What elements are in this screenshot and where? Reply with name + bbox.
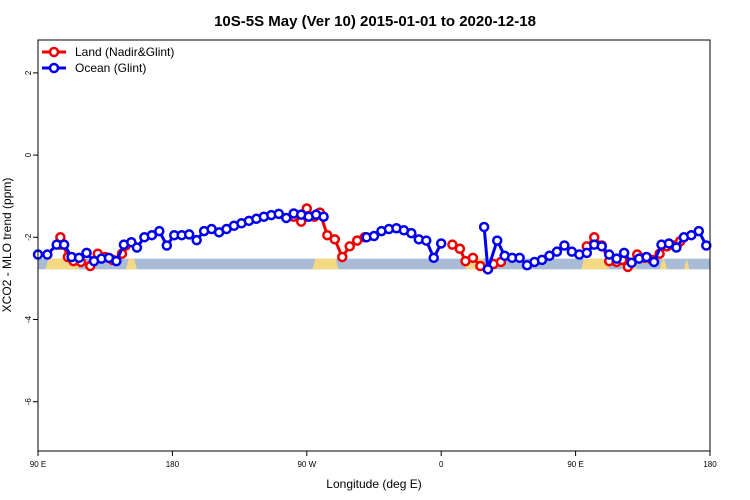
- ocean-point-2-19: [618, 247, 630, 259]
- land-point-2-0: [447, 239, 458, 250]
- ocean-point-0-21: [191, 234, 202, 246]
- x-axis-label: Longitude (deg E): [326, 477, 421, 491]
- ocean-point-0-33: [281, 212, 292, 224]
- y-tick-label-1: 0: [24, 152, 33, 157]
- ocean-point-1-9: [428, 252, 439, 264]
- legend-marker-land: [48, 46, 60, 58]
- ocean-point-0-32: [273, 208, 285, 220]
- legend-entry-land: Land (Nadir&Glint): [42, 45, 174, 59]
- ocean-point-2-1: [482, 264, 494, 275]
- ocean-point-2-26: [671, 242, 682, 253]
- ocean-point-0-1: [42, 249, 53, 260]
- y-tick-label-4: -6: [24, 398, 33, 406]
- land-point-2-1: [454, 243, 466, 255]
- ocean-point-0-38: [318, 211, 329, 222]
- legend-entry-ocean: Ocean (Glint): [42, 61, 146, 75]
- y-tick-label-0: 2: [24, 70, 33, 75]
- ocean-point-1-1: [368, 230, 380, 242]
- x-tick-label-1: 180: [166, 460, 180, 469]
- series-layer: [32, 203, 712, 275]
- legend-label-ocean: Ocean (Glint): [75, 61, 146, 75]
- ocean-point-2-22: [641, 251, 652, 263]
- chart-title: 10S-5S May (Ver 10) 2015-01-01 to 2020-1…: [214, 13, 536, 30]
- ocean-point-2-30: [701, 240, 712, 251]
- ocean-point-0-5: [73, 252, 85, 264]
- land-point-1-7: [337, 251, 348, 263]
- ocean-point-1-10: [435, 238, 447, 249]
- land-band-segment-7: [683, 258, 690, 270]
- ocean-point-2-28: [686, 229, 697, 241]
- x-axis: 90 E 180 90 W 0 90 E 180: [30, 451, 717, 469]
- land-band-segment-2: [312, 258, 339, 270]
- x-tick-label-2: 90 W: [297, 460, 316, 469]
- ocean-point-0-16: [154, 225, 165, 237]
- ocean-point-0-15: [146, 229, 158, 241]
- ocean-point-0-13: [131, 242, 143, 253]
- land-point-1-6: [329, 234, 341, 245]
- y-tick-label-2: -2: [24, 233, 33, 241]
- ocean-point-2-2: [491, 235, 503, 246]
- ocean-point-2-20: [626, 257, 637, 269]
- land-point-1-8: [344, 241, 355, 252]
- y-tick-label-3: -4: [24, 315, 33, 323]
- land-band-segment-4: [581, 258, 610, 270]
- ocean-point-1-8: [421, 235, 432, 246]
- x-tick-label-5: 180: [703, 460, 717, 469]
- ocean-point-2-11: [559, 240, 570, 251]
- ocean-point-2-8: [536, 254, 548, 266]
- ocean-point-2-0: [478, 221, 490, 233]
- land-point-2-3: [467, 252, 479, 264]
- ocean-point-2-5: [514, 252, 525, 264]
- legend-label-land: Land (Nadir&Glint): [75, 45, 174, 59]
- ocean-point-0-6: [81, 247, 92, 259]
- ocean-point-2-9: [544, 250, 555, 262]
- ocean-point-2-14: [581, 247, 593, 259]
- ocean-point-2-29: [693, 225, 705, 237]
- x-tick-label-0: 90 E: [30, 460, 46, 469]
- ocean-point-2-10: [551, 246, 563, 257]
- x-tick-label-3: 0: [439, 460, 444, 469]
- legend-marker-ocean: [48, 62, 60, 74]
- ocean-band: [38, 258, 710, 270]
- land-band-segment-1: [125, 258, 137, 270]
- legend: Land (Nadir&Glint) Ocean (Glint): [42, 45, 174, 75]
- ocean-point-2-18: [611, 253, 622, 264]
- ocean-point-1-6: [406, 227, 417, 239]
- land-band-segment-6: [659, 258, 668, 270]
- ocean-point-0-17: [161, 240, 173, 251]
- y-axis-label: XCO2 - MLO trend (ppm): [0, 178, 14, 313]
- ocean-point-2-16: [596, 241, 607, 252]
- ocean-point-2-17: [603, 249, 615, 260]
- x-tick-label-4: 90 E: [567, 460, 583, 469]
- ocean-point-2-25: [663, 238, 675, 249]
- y-axis: 2 0 -2 -4 -6: [24, 70, 38, 405]
- land-point-1-5: [322, 229, 333, 241]
- ocean-point-0-20: [183, 229, 195, 240]
- plot-frame: [37, 39, 711, 452]
- ocean-point-2-23: [648, 256, 660, 268]
- ocean-point-0-10: [111, 255, 122, 267]
- ocean-point-0-3: [58, 239, 70, 250]
